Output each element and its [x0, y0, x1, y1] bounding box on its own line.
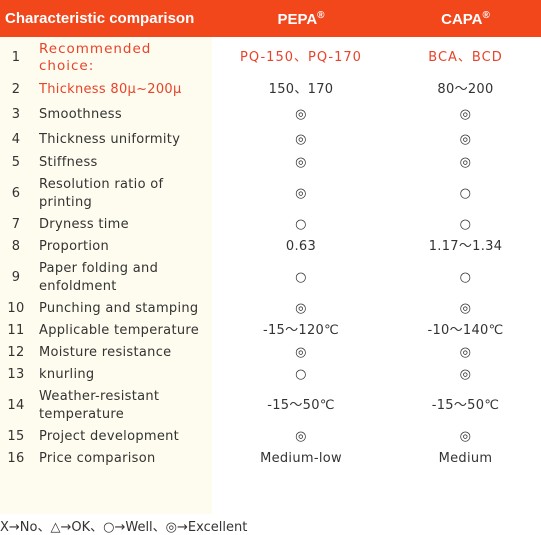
- header-pepa: PEPA®: [212, 0, 390, 37]
- row-label: Project development: [32, 426, 212, 448]
- pepa-value: -15～50℃: [267, 398, 335, 413]
- row-label: Price comparison: [32, 448, 212, 470]
- table-row: 10 Punching and stamping ◎ ◎: [0, 298, 541, 320]
- table-row: 16 Price comparison Medium-low Medium: [0, 448, 541, 470]
- filler-cell: [390, 470, 541, 514]
- table-row: 6 Resolution ratio of printing ◎ ○: [0, 174, 541, 214]
- table-row: 9 Paper folding and enfoldment ○ ○: [0, 258, 541, 298]
- pepa-value: ◎: [295, 429, 307, 444]
- row-label: Smoothness: [32, 102, 212, 128]
- table-row: 7 Dryness time ○ ○: [0, 214, 541, 236]
- row-number: 1: [0, 37, 32, 78]
- pepa-value: ◎: [295, 155, 307, 170]
- pepa-value: ◎: [295, 345, 307, 360]
- row-label: Stiffness: [32, 152, 212, 174]
- capa-value: ◎: [459, 367, 472, 382]
- row-number: 6: [0, 174, 32, 214]
- row-label: Moisture resistance: [32, 342, 212, 364]
- pepa-value: ○: [295, 217, 307, 232]
- comparison-table: Characteristic comparison PEPA® CAPA® 1 …: [0, 0, 541, 514]
- header-pepa-label: PEPA: [277, 10, 318, 28]
- capa-value: BCA、BCD: [428, 49, 503, 65]
- pepa-value: ◎: [295, 301, 307, 316]
- row-label: knurling: [32, 364, 212, 386]
- row-label: Proportion: [32, 236, 212, 258]
- pepa-value: ◎: [295, 132, 307, 147]
- row-label: Thickness 80μ~200μ: [32, 78, 212, 102]
- table-header-row: Characteristic comparison PEPA® CAPA®: [0, 0, 541, 37]
- capa-value: ◎: [459, 107, 472, 122]
- row-number: 2: [0, 78, 32, 102]
- row-label: Paper folding and enfoldment: [32, 258, 212, 298]
- table-row: 13 knurling ○ ◎: [0, 364, 541, 386]
- row-label: Recommended choice:: [32, 37, 212, 78]
- capa-value: ◎: [459, 155, 472, 170]
- row-label: Applicable temperature: [32, 320, 212, 342]
- row-number: 3: [0, 102, 32, 128]
- pepa-value: ○: [295, 270, 307, 285]
- table-row: 8 Proportion 0.63 1.17～1.34: [0, 236, 541, 258]
- capa-value: ○: [459, 217, 472, 232]
- capa-value: ◎: [459, 429, 472, 444]
- pepa-value: -15～120℃: [262, 323, 340, 338]
- filler-cell: [0, 470, 32, 514]
- table-row: 15 Project development ◎ ◎: [0, 426, 541, 448]
- header-capa: CAPA®: [390, 0, 541, 37]
- filler-cell: [212, 470, 390, 514]
- row-number: 11: [0, 320, 32, 342]
- pepa-value: 0.63: [285, 239, 317, 254]
- capa-value: ○: [459, 186, 472, 201]
- row-number: 15: [0, 426, 32, 448]
- capa-value: ◎: [459, 301, 472, 316]
- table-row: 1 Recommended choice: PQ-150、PQ-170 BCA、…: [0, 37, 541, 78]
- symbol-legend: X→No、△→OK、○→Well、◎→Excellent: [0, 520, 248, 535]
- row-number: 7: [0, 214, 32, 236]
- capa-value: Medium: [438, 451, 493, 466]
- table-row: 11 Applicable temperature -15～120℃ -10～1…: [0, 320, 541, 342]
- row-label: Resolution ratio of printing: [32, 174, 212, 214]
- capa-value: 80～200: [437, 82, 494, 97]
- row-number: 8: [0, 236, 32, 258]
- row-number: 16: [0, 448, 32, 470]
- table-row: 2 Thickness 80μ~200μ 150、170 80～200: [0, 78, 541, 102]
- row-label: Weather-resistant temperature: [32, 386, 212, 426]
- row-number: 14: [0, 386, 32, 426]
- capa-value: ◎: [459, 132, 472, 147]
- pepa-value: 150、170: [268, 82, 334, 97]
- row-number: 4: [0, 128, 32, 152]
- row-number: 10: [0, 298, 32, 320]
- row-number: 13: [0, 364, 32, 386]
- registered-mark: ®: [482, 9, 490, 21]
- row-label: Dryness time: [32, 214, 212, 236]
- table-row: 12 Moisture resistance ◎ ◎: [0, 342, 541, 364]
- header-characteristic: Characteristic comparison: [0, 0, 212, 37]
- pepa-value: PQ-150、PQ-170: [240, 49, 362, 65]
- table-row: 3 Smoothness ◎ ◎: [0, 102, 541, 128]
- table-row: 5 Stiffness ◎ ◎: [0, 152, 541, 174]
- capa-value: ○: [459, 270, 472, 285]
- registered-mark: ®: [317, 9, 325, 21]
- header-capa-label: CAPA: [441, 10, 483, 28]
- table-row: 4 Thickness uniformity ◎ ◎: [0, 128, 541, 152]
- pepa-value: ◎: [295, 186, 307, 201]
- capa-value: -15～50℃: [431, 398, 500, 413]
- row-number: 12: [0, 342, 32, 364]
- row-label: Punching and stamping: [32, 298, 212, 320]
- capa-value: 1.17～1.34: [428, 239, 503, 254]
- pepa-value: ◎: [295, 107, 307, 122]
- pepa-value: Medium-low: [260, 451, 342, 466]
- pepa-value: ○: [295, 367, 307, 382]
- row-label: Thickness uniformity: [32, 128, 212, 152]
- row-number: 5: [0, 152, 32, 174]
- table-row: 14 Weather-resistant temperature -15～50℃…: [0, 386, 541, 426]
- filler-cell: [32, 470, 212, 514]
- capa-value: -10～140℃: [427, 323, 504, 338]
- table-filler-row: [0, 470, 541, 514]
- row-number: 9: [0, 258, 32, 298]
- capa-value: ◎: [459, 345, 472, 360]
